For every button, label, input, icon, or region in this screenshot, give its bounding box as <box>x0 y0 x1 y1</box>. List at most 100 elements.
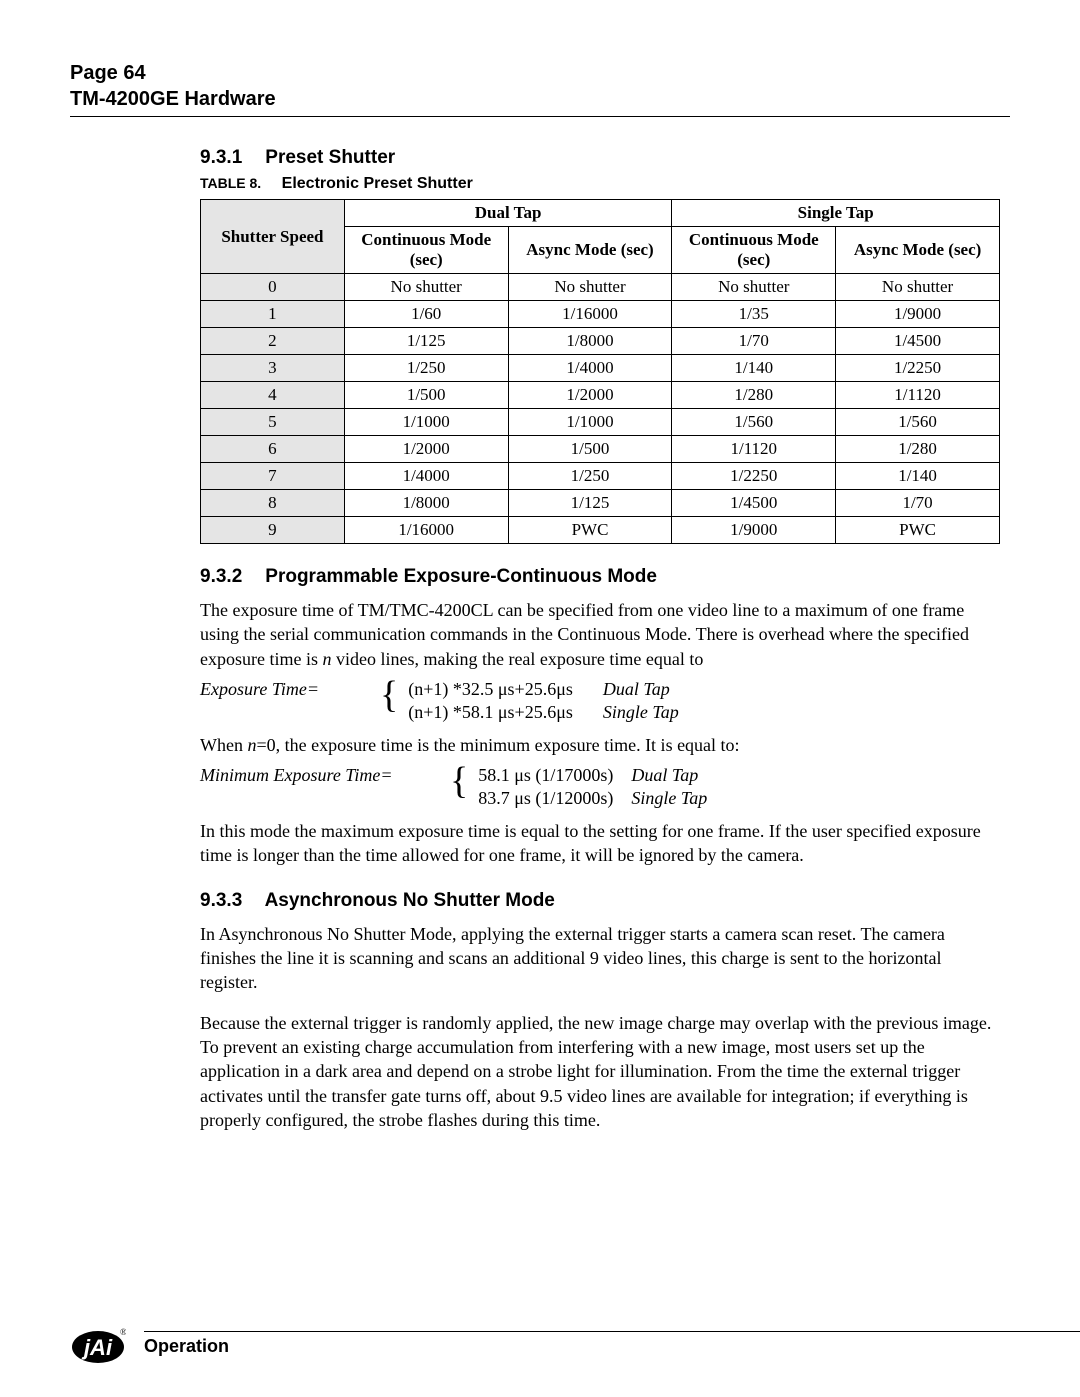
formula-line: 83.7 μs (1/12000s) <box>478 788 613 809</box>
table-cell: 1/1000 <box>344 409 508 436</box>
col-group-dual: Dual Tap <box>344 200 672 227</box>
formula-line: (n+1) *58.1 μs+25.6μs <box>408 702 573 723</box>
product-name: TM-4200GE Hardware <box>70 86 1010 112</box>
table-cell: 1/70 <box>672 328 836 355</box>
heading-title: Preset Shutter <box>265 147 395 168</box>
table-cell: No shutter <box>836 274 1000 301</box>
table-row: 41/5001/20001/2801/1120 <box>201 382 1000 409</box>
table-cell: 1/140 <box>836 463 1000 490</box>
table-row: 81/80001/1251/45001/70 <box>201 490 1000 517</box>
table-cell: No shutter <box>672 274 836 301</box>
table-row: 11/601/160001/351/9000 <box>201 301 1000 328</box>
brace-icon: { <box>380 685 398 706</box>
table-row: 91/16000PWC1/9000PWC <box>201 517 1000 544</box>
table-cell: 3 <box>201 355 345 382</box>
formula-label: Minimum Exposure Time= <box>200 765 430 786</box>
page-content: 9.3.1 Preset Shutter TABLE 8. Electronic… <box>200 147 1000 1132</box>
table-header-row: Shutter Speed Dual Tap Single Tap <box>201 200 1000 227</box>
table-cell: 1/560 <box>672 409 836 436</box>
table-cell: 1/16000 <box>344 517 508 544</box>
table-cell: 1 <box>201 301 345 328</box>
brace-icon: { <box>450 771 468 792</box>
table-cell: No shutter <box>344 274 508 301</box>
heading-933: 9.3.3 Asynchronous No Shutter Mode <box>200 890 1000 912</box>
table-row: 21/1251/80001/701/4500 <box>201 328 1000 355</box>
formula-label: Exposure Time= <box>200 679 360 700</box>
formula-tag: Single Tap <box>603 702 679 723</box>
col-dual-cont: Continuous Mode (sec) <box>344 227 508 274</box>
table-cell: 1/280 <box>672 382 836 409</box>
col-group-single: Single Tap <box>672 200 1000 227</box>
table-cell: 1/4500 <box>836 328 1000 355</box>
table-cell: 1/35 <box>672 301 836 328</box>
table-cell: 0 <box>201 274 345 301</box>
table-cell: 1/2000 <box>344 436 508 463</box>
para-932-3: In this mode the maximum exposure time i… <box>200 819 1000 868</box>
svg-text:®: ® <box>120 1327 126 1337</box>
page-number: Page 64 <box>70 60 1010 86</box>
table-cell: 1/9000 <box>836 301 1000 328</box>
page-header: Page 64 TM-4200GE Hardware <box>70 60 1010 117</box>
formula-tag: Dual Tap <box>603 679 679 700</box>
table-cell: 1/2250 <box>672 463 836 490</box>
formula-line: (n+1) *32.5 μs+25.6μs <box>408 679 573 700</box>
table-cell: 1/250 <box>508 463 672 490</box>
table-row: 31/2501/40001/1401/2250 <box>201 355 1000 382</box>
col-single-cont: Continuous Mode (sec) <box>672 227 836 274</box>
table-cell: PWC <box>836 517 1000 544</box>
table-cell: 6 <box>201 436 345 463</box>
footer-label: Operation <box>144 1331 1080 1357</box>
formula-tag: Dual Tap <box>631 765 707 786</box>
table-cell: 7 <box>201 463 345 490</box>
table-cell: 1/125 <box>344 328 508 355</box>
table-cell: 1/4000 <box>344 463 508 490</box>
table-cell: No shutter <box>508 274 672 301</box>
svg-text:jAi: jAi <box>81 1335 113 1360</box>
table-cell: 1/125 <box>508 490 672 517</box>
table-cell: 1/16000 <box>508 301 672 328</box>
para-933-1: In Asynchronous No Shutter Mode, applyin… <box>200 922 1000 995</box>
para-933-2: Because the external trigger is randomly… <box>200 1011 1000 1132</box>
col-dual-async: Async Mode (sec) <box>508 227 672 274</box>
col-single-async: Async Mode (sec) <box>836 227 1000 274</box>
table-row: 51/10001/10001/5601/560 <box>201 409 1000 436</box>
table-title: Electronic Preset Shutter <box>282 175 473 192</box>
heading-932: 9.3.2 Programmable Exposure-Continuous M… <box>200 566 1000 588</box>
table-cell: 1/60 <box>344 301 508 328</box>
heading-title: Programmable Exposure-Continuous Mode <box>265 566 657 587</box>
formula-line: 58.1 μs (1/17000s) <box>478 765 613 786</box>
table-cell: 2 <box>201 328 345 355</box>
table-cell: 1/1000 <box>508 409 672 436</box>
table-row: 71/40001/2501/22501/140 <box>201 463 1000 490</box>
table-cell: 1/4500 <box>672 490 836 517</box>
table-cell: 8 <box>201 490 345 517</box>
jai-logo-icon: jAi ® <box>70 1325 126 1365</box>
heading-title: Asynchronous No Shutter Mode <box>265 890 555 911</box>
table-cell: 1/70 <box>836 490 1000 517</box>
heading-number: 9.3.3 <box>200 890 260 912</box>
heading-931: 9.3.1 Preset Shutter <box>200 147 1000 169</box>
para-932-1: The exposure time of TM/TMC-4200CL can b… <box>200 598 1000 671</box>
page-footer: jAi ® Operation <box>70 1317 1080 1357</box>
heading-number: 9.3.2 <box>200 566 260 588</box>
formula-tag: Single Tap <box>631 788 707 809</box>
table-cell: 5 <box>201 409 345 436</box>
col-shutter-speed: Shutter Speed <box>201 200 345 274</box>
table-cell: 4 <box>201 382 345 409</box>
table-cell: 1/250 <box>344 355 508 382</box>
table-cell: 1/560 <box>836 409 1000 436</box>
table-cell: 1/1120 <box>672 436 836 463</box>
table-cell: 1/8000 <box>508 328 672 355</box>
table-cell: 1/280 <box>836 436 1000 463</box>
heading-number: 9.3.1 <box>200 147 260 169</box>
table-cell: 1/8000 <box>344 490 508 517</box>
table-cell: 1/9000 <box>672 517 836 544</box>
table-cell: 9 <box>201 517 345 544</box>
table-row: 0No shutterNo shutterNo shutterNo shutte… <box>201 274 1000 301</box>
formula-exposure: Exposure Time= { (n+1) *32.5 μs+25.6μs D… <box>200 679 1000 723</box>
table-cell: 1/1120 <box>836 382 1000 409</box>
table-cell: 1/2000 <box>508 382 672 409</box>
table-cell: 1/500 <box>508 436 672 463</box>
table-cell: 1/500 <box>344 382 508 409</box>
para-932-2: When n=0, the exposure time is the minim… <box>200 733 1000 757</box>
